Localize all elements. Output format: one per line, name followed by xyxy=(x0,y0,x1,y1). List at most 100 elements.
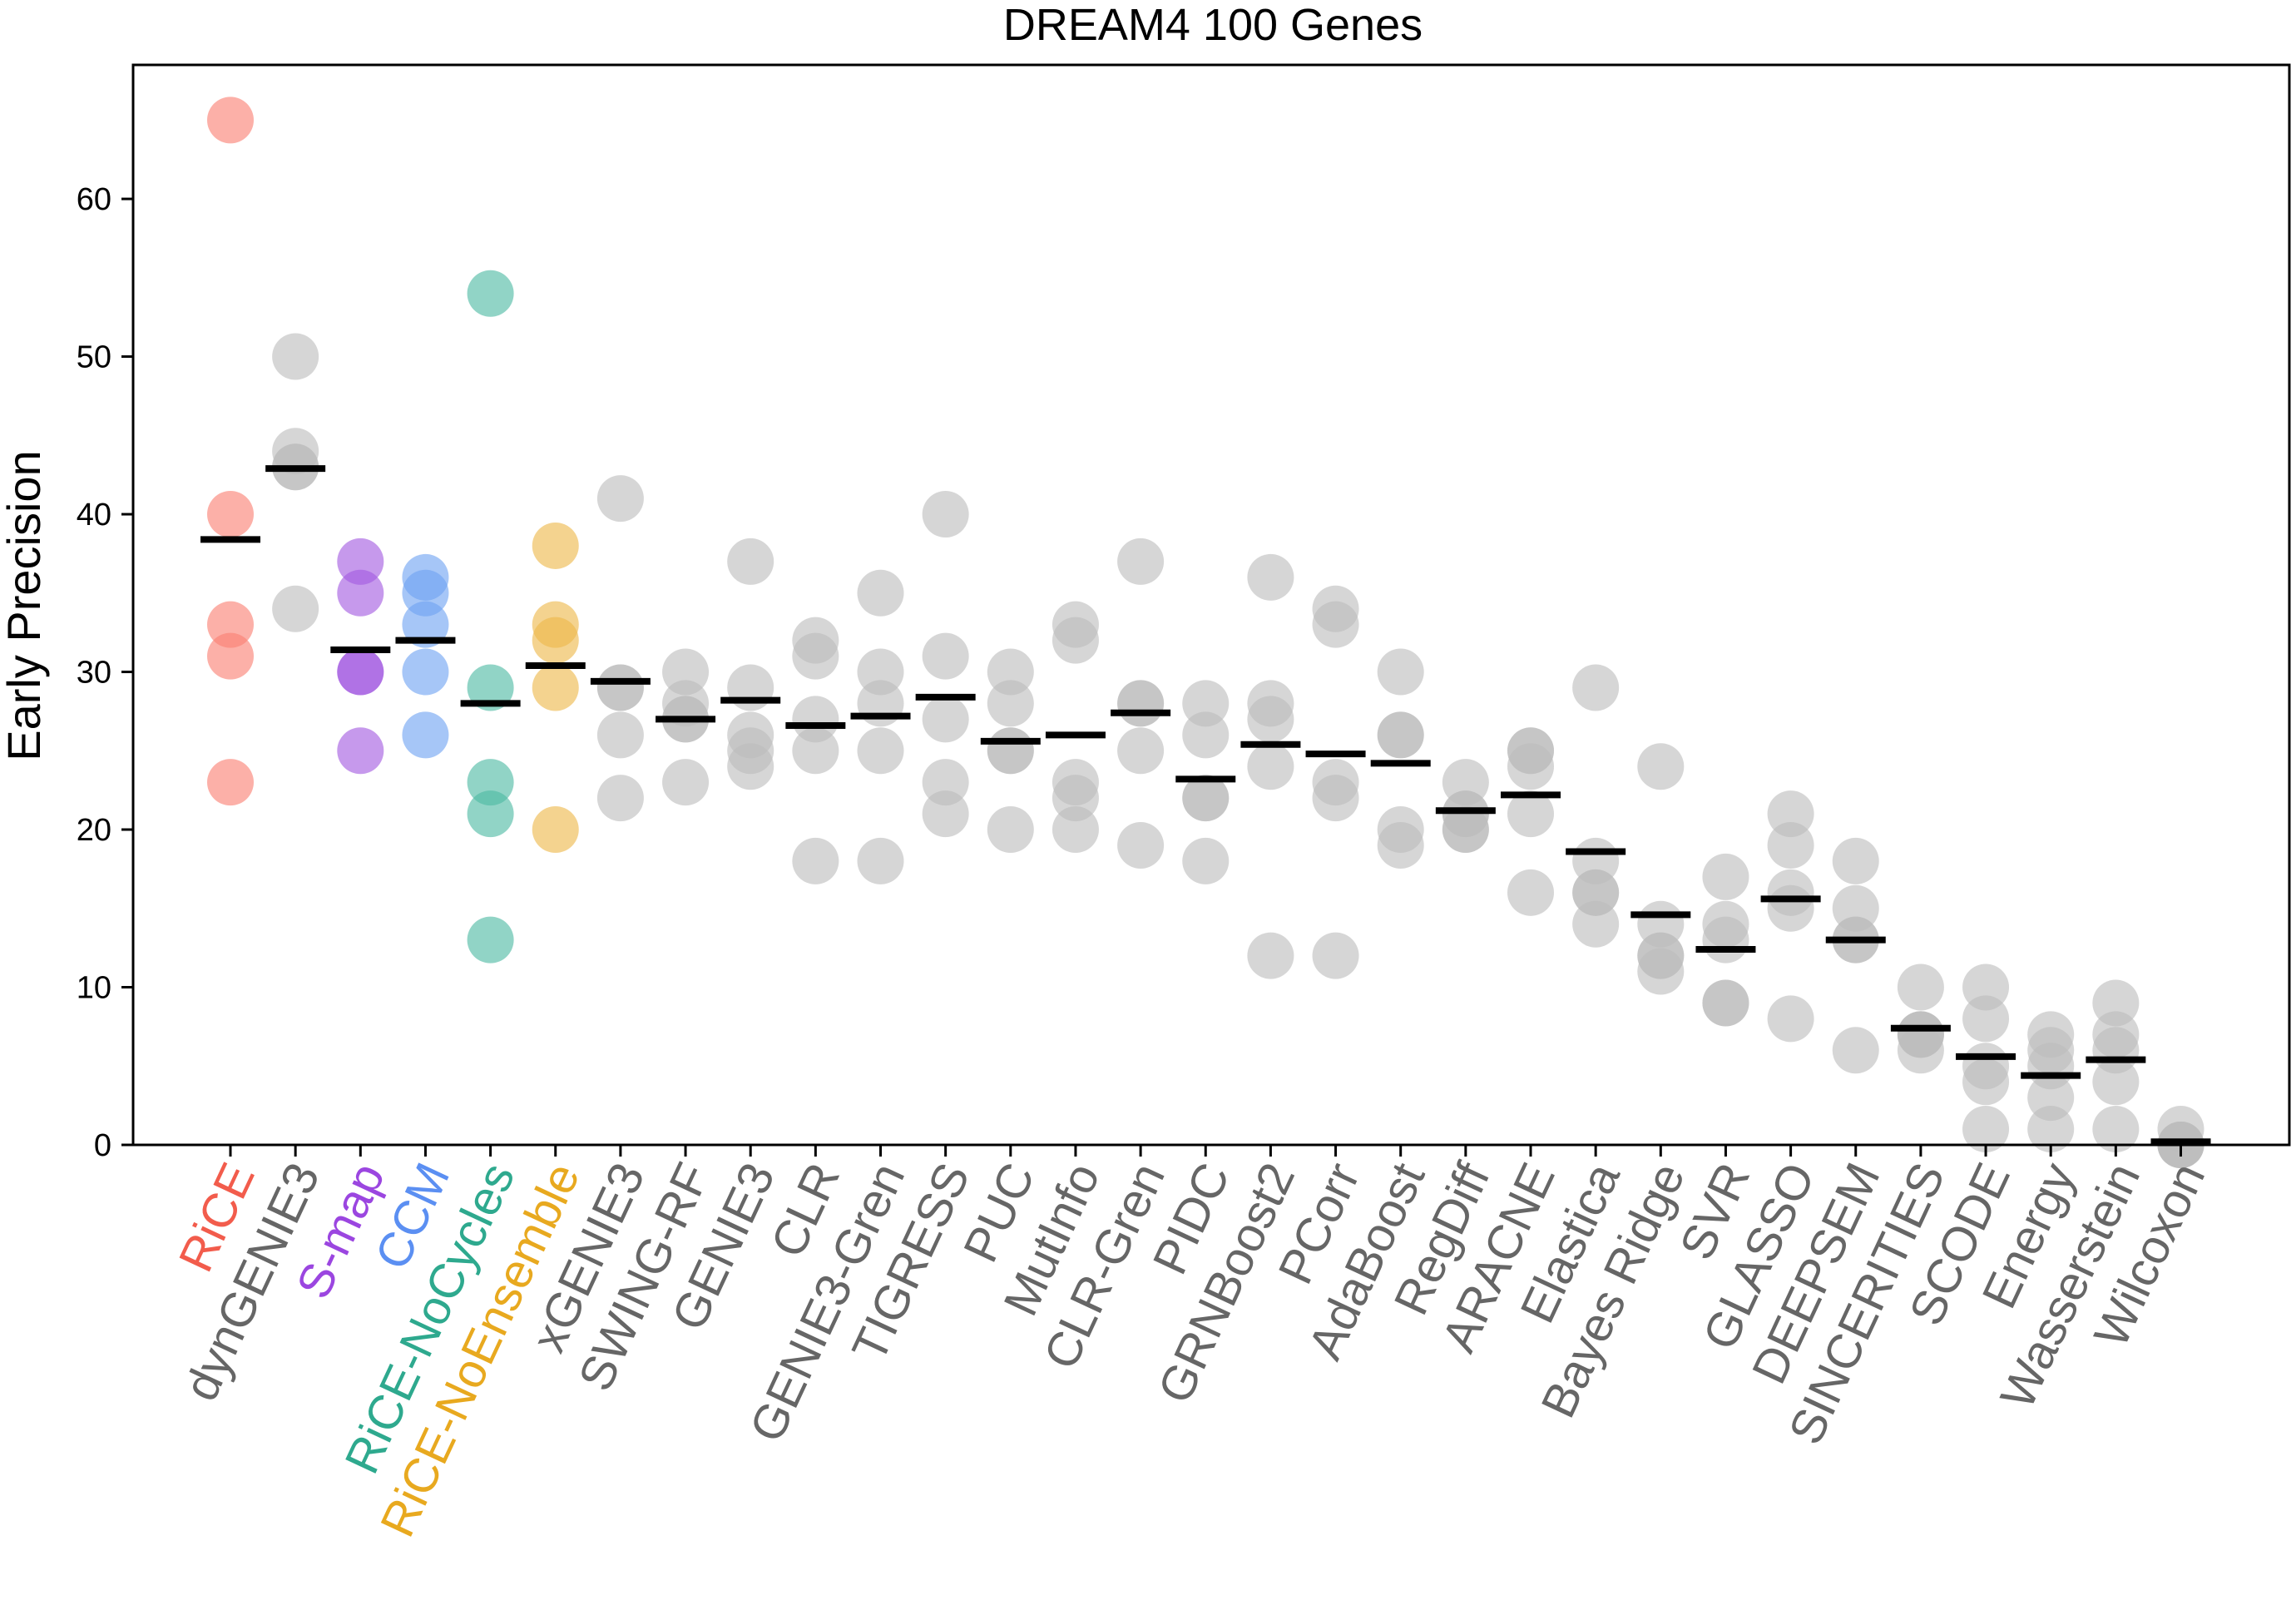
data-point xyxy=(1507,743,1554,790)
data-point xyxy=(1637,948,1685,995)
data-point xyxy=(532,664,579,711)
data-point xyxy=(1962,995,2010,1043)
data-point xyxy=(596,664,644,711)
x-tick-labels-layer: RiCEdynGENIE3S-mapCCMRiCE-NoCyclesRiCE-N… xyxy=(169,1154,2216,1544)
data-point xyxy=(1962,1106,2010,1153)
data-point xyxy=(1767,995,1814,1043)
data-point xyxy=(1247,932,1294,979)
y-tick-label: 10 xyxy=(77,971,111,1006)
data-point xyxy=(1702,979,1749,1027)
data-point xyxy=(207,97,254,144)
data-point xyxy=(1117,821,1165,869)
data-point xyxy=(1507,790,1554,838)
data-point xyxy=(1897,1027,1944,1074)
y-tick-label: 50 xyxy=(77,340,111,375)
data-point xyxy=(467,916,514,964)
data-point xyxy=(272,333,319,380)
data-point xyxy=(727,743,774,790)
data-point xyxy=(792,632,839,680)
data-point xyxy=(402,711,449,759)
data-point xyxy=(1702,853,1749,900)
data-point xyxy=(1767,884,1814,932)
data-point xyxy=(1312,601,1359,648)
data-point xyxy=(1247,553,1294,601)
axes-layer: 0 10 20 30 40 50 60 xyxy=(77,63,2291,1163)
data-point xyxy=(662,759,710,806)
data-point xyxy=(1442,806,1489,854)
data-point xyxy=(1377,711,1424,759)
data-point xyxy=(1637,743,1685,790)
data-point xyxy=(792,727,839,775)
data-point xyxy=(207,491,254,538)
data-point xyxy=(337,727,384,775)
data-point xyxy=(922,632,969,680)
data-point xyxy=(987,806,1034,854)
y-tick-label: 30 xyxy=(77,656,111,691)
data-point xyxy=(2092,1106,2140,1153)
data-point xyxy=(532,617,579,664)
data-point xyxy=(272,585,319,632)
y-tick-label: 60 xyxy=(77,182,111,217)
data-point xyxy=(922,696,969,743)
data-point xyxy=(207,759,254,806)
data-point xyxy=(2092,1058,2140,1106)
data-point xyxy=(596,475,644,523)
data-point xyxy=(1962,1058,2010,1106)
data-point xyxy=(1312,932,1359,979)
data-point xyxy=(857,727,904,775)
data-point xyxy=(1832,837,1879,884)
data-point xyxy=(1182,711,1230,759)
data-point xyxy=(1832,1027,1879,1074)
data-point xyxy=(467,270,514,317)
data-point xyxy=(532,806,579,854)
data-point xyxy=(1247,696,1294,743)
data-point xyxy=(857,837,904,884)
data-point xyxy=(857,680,904,727)
data-point xyxy=(1377,821,1424,869)
data-point xyxy=(1572,900,1620,948)
data-point xyxy=(987,727,1034,775)
data-point xyxy=(337,648,384,696)
data-point xyxy=(532,522,579,569)
data-point xyxy=(922,790,969,838)
data-point xyxy=(337,569,384,617)
data-points-layer xyxy=(207,97,2204,1168)
data-point xyxy=(792,837,839,884)
y-tick-label: 40 xyxy=(77,498,111,533)
data-point xyxy=(1182,837,1230,884)
data-point xyxy=(207,632,254,680)
data-point xyxy=(987,680,1034,727)
data-point xyxy=(467,664,514,711)
data-point xyxy=(1507,869,1554,916)
data-point xyxy=(467,790,514,838)
data-point xyxy=(1052,806,1099,854)
data-point xyxy=(402,601,449,648)
data-point xyxy=(1117,680,1165,727)
data-point xyxy=(402,648,449,696)
median-markers-layer xyxy=(200,465,2211,1146)
chart-title: DREAM4 100 Genes xyxy=(1003,0,1423,50)
data-point xyxy=(1312,775,1359,822)
data-point xyxy=(1182,775,1230,822)
y-axis-label: Early Precision xyxy=(0,450,50,760)
data-point xyxy=(1767,821,1814,869)
data-point xyxy=(596,775,644,822)
data-point xyxy=(857,569,904,617)
data-point xyxy=(2027,1106,2075,1153)
plot-frame xyxy=(131,63,2291,1147)
data-point xyxy=(1897,964,1944,1011)
data-point xyxy=(1247,743,1294,790)
data-point xyxy=(727,537,774,585)
data-point xyxy=(596,711,644,759)
y-tick-label: 20 xyxy=(77,813,111,848)
data-point xyxy=(1117,537,1165,585)
data-point xyxy=(1117,727,1165,775)
data-point xyxy=(1702,916,1749,964)
data-point xyxy=(727,664,774,711)
data-point xyxy=(922,491,969,538)
y-tick-label: 0 xyxy=(94,1128,111,1163)
data-point xyxy=(1377,648,1424,696)
data-point xyxy=(1052,617,1099,664)
